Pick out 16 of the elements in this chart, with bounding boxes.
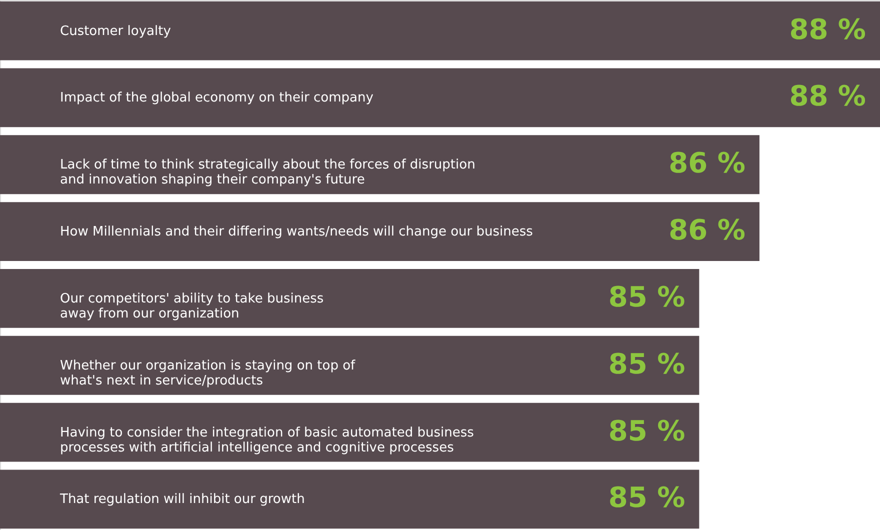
y-tick-label: Whether our organization is staying on top of what's next in service/products — [60, 358, 356, 388]
y-tick-label: Lack of time to think strategically about the forces of disruption and innovation shaping their company's future — [60, 158, 476, 188]
y-tick-label: Our competitors' ability to take business away from our organization — [60, 291, 324, 322]
y-tick-label: That regulation will inhibit our growth — [59, 492, 305, 508]
data-label: 86 % — [668, 214, 746, 247]
data-label: 85 % — [608, 347, 686, 380]
data-label: 88 % — [789, 80, 866, 113]
data-label: 88 % — [789, 12, 866, 46]
data-label: 86 % — [668, 146, 746, 180]
data-label: 85 % — [608, 481, 686, 514]
y-tick-label: How Millennials and their differing wants/needs will change our business — [60, 224, 534, 240]
data-label: 85 % — [608, 280, 686, 314]
data-label: 85 % — [608, 414, 686, 448]
y-tick-label: Having to consider the integration of basic automated business processes with artificial intelligence and cognitive processes — [60, 425, 474, 456]
y-tick-label: Customer loyalty — [60, 24, 172, 39]
y-tick-label: Impact of the global economy on their company — [60, 90, 374, 106]
